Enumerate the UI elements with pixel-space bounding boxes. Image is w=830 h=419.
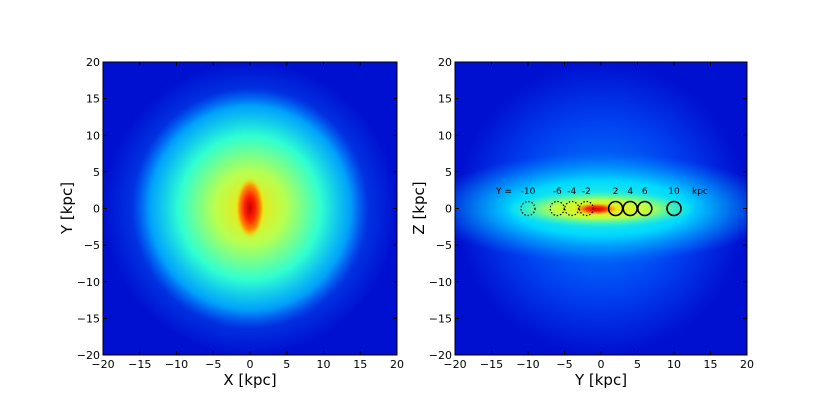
right-x-tick-label: 5: [634, 358, 641, 371]
right-x-tick-label: 15: [704, 358, 718, 371]
annotation-prefix: Y =: [495, 187, 512, 197]
right-y-axis-label: Z [kpc]: [410, 181, 428, 234]
left-x-tick-label: −20: [91, 358, 114, 371]
left-y-tick-label: 10: [86, 129, 100, 142]
left-x-tick-label: −5: [205, 358, 221, 371]
position-markers: -10 -6 -4 -2 2 4 6 10: [520, 187, 682, 217]
position-marker-label: 6: [642, 187, 648, 197]
left-x-tick-label: 5: [283, 358, 290, 371]
left-bulge: [236, 178, 264, 238]
left-x-tick-label: 15: [353, 358, 367, 371]
right-y-tick-label: −10: [429, 276, 452, 289]
right-y-tick-label: 10: [438, 129, 452, 142]
left-x-tick-label: 20: [390, 358, 404, 371]
left-x-axis-label: X [kpc]: [223, 371, 276, 389]
right-ticks: −20 −15 −10 −5 0 5 10 15 20 20 15 10 5 0 −5 −10 −15 −20: [429, 56, 754, 371]
right-x-tick-label: −5: [556, 358, 572, 371]
position-marker-label: 4: [627, 187, 633, 197]
left-x-tick-label: 0: [247, 358, 254, 371]
right-x-tick-label: −20: [443, 358, 466, 371]
position-marker-circle: [578, 200, 595, 217]
position-marker-label: 10: [668, 187, 680, 197]
position-marker-circle: [666, 200, 682, 217]
position-marker-circle: [549, 200, 565, 217]
left-x-tick-label: −10: [165, 358, 188, 371]
right-x-tick-label: −10: [516, 358, 539, 371]
right-density-map: [455, 62, 747, 355]
right-x-tick-label: 10: [667, 358, 681, 371]
left-x-tick-label: 10: [317, 358, 331, 371]
position-marker-label: -10: [521, 187, 536, 197]
right-x-axis-label: Y [kpc]: [574, 371, 627, 389]
left-y-tick-label: 0: [93, 203, 100, 216]
right-y-tick-label: −5: [436, 239, 452, 252]
right-x-tick-label: 0: [598, 358, 605, 371]
left-y-tick-label: −15: [77, 312, 100, 325]
left-y-tick-label: −20: [77, 349, 100, 362]
left-y-tick-label: 20: [86, 56, 100, 69]
annotation-suffix: kpc: [692, 187, 708, 197]
left-y-axis-label: Y [kpc]: [58, 182, 76, 235]
left-ticks: −20 −15 −10 −5 0 5 10 15 20 20 15 10 5 0 −5 −10 −15 −20: [77, 56, 404, 371]
position-marker-circle: [636, 200, 653, 217]
left-density-map: [103, 62, 397, 355]
right-y-tick-label: 20: [438, 56, 452, 69]
left-y-tick-label: 15: [86, 93, 100, 106]
left-panel: −20 −15 −10 −5 0 5 10 15 20 20 15 10 5 0 −5 −10 −15 −20 X…: [58, 56, 404, 389]
right-bulge: [574, 203, 618, 215]
position-marker-label: -6: [553, 187, 562, 197]
right-x-tick-label: −15: [480, 358, 503, 371]
position-marker-circle: [520, 200, 536, 217]
left-y-tick-label: 5: [93, 166, 100, 179]
right-y-tick-label: −15: [429, 312, 452, 325]
right-panel: −20 −15 −10 −5 0 5 10 15 20 20 15 10 5 0 −5 −10 −15 −20 -…: [410, 56, 754, 389]
position-marker-label: -4: [567, 187, 576, 197]
right-x-tick-label: 20: [740, 358, 754, 371]
right-y-tick-label: 0: [445, 203, 452, 216]
position-marker-label: 2: [613, 187, 619, 197]
position-marker-circle: [564, 200, 580, 217]
left-y-tick-label: −5: [84, 239, 100, 252]
position-marker-label: -2: [582, 187, 591, 197]
right-y-tick-label: −20: [429, 349, 452, 362]
right-y-tick-label: 5: [445, 166, 452, 179]
right-y-tick-label: 15: [438, 93, 452, 106]
left-x-tick-label: −15: [128, 358, 151, 371]
left-y-tick-label: −10: [77, 276, 100, 289]
